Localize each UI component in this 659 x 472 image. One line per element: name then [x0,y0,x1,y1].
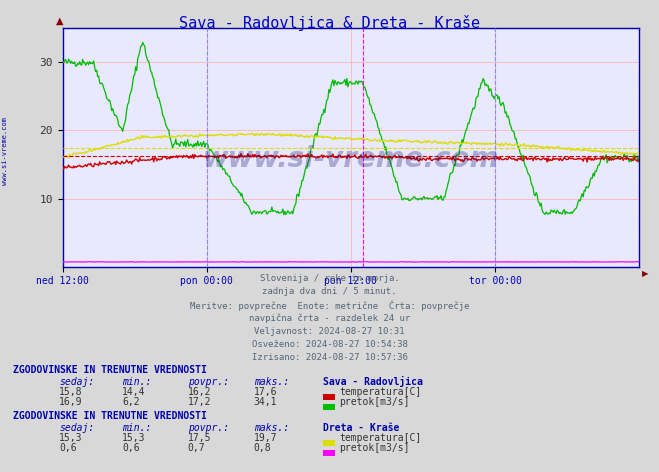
Text: 17,5: 17,5 [188,433,212,443]
Text: Osveženo: 2024-08-27 10:54:38: Osveženo: 2024-08-27 10:54:38 [252,340,407,349]
Text: ZGODOVINSKE IN TRENUTNE VREDNOSTI: ZGODOVINSKE IN TRENUTNE VREDNOSTI [13,365,207,375]
Text: 0,6: 0,6 [59,443,77,453]
Text: 17,2: 17,2 [188,397,212,407]
Text: 19,7: 19,7 [254,433,277,443]
Text: pretok[m3/s]: pretok[m3/s] [339,397,410,407]
Text: 15,3: 15,3 [122,433,146,443]
Text: Sava - Radovljica: Sava - Radovljica [323,376,423,387]
Text: temperatura[C]: temperatura[C] [339,433,422,443]
Text: 0,8: 0,8 [254,443,272,453]
Text: ▶: ▶ [642,270,648,278]
Text: Meritve: povprečne  Enote: metrične  Črta: povprečje: Meritve: povprečne Enote: metrične Črta:… [190,300,469,311]
Text: 6,2: 6,2 [122,397,140,407]
Text: Dreta - Kraše: Dreta - Kraše [323,423,399,433]
Text: 0,7: 0,7 [188,443,206,453]
Text: zadnja dva dni / 5 minut.: zadnja dva dni / 5 minut. [262,287,397,296]
Text: povpr.:: povpr.: [188,423,229,433]
Text: pretok[m3/s]: pretok[m3/s] [339,443,410,453]
Text: ▲: ▲ [56,16,63,25]
Text: Izrisano: 2024-08-27 10:57:36: Izrisano: 2024-08-27 10:57:36 [252,353,407,362]
Text: maks.:: maks.: [254,423,289,433]
Text: 34,1: 34,1 [254,397,277,407]
Text: min.:: min.: [122,377,152,387]
Text: min.:: min.: [122,423,152,433]
Text: 17,6: 17,6 [254,387,277,397]
Text: Sava - Radovljica & Dreta - Kraše: Sava - Radovljica & Dreta - Kraše [179,15,480,31]
Text: 14,4: 14,4 [122,387,146,397]
Text: Veljavnost: 2024-08-27 10:31: Veljavnost: 2024-08-27 10:31 [254,327,405,336]
Text: 15,3: 15,3 [59,433,83,443]
Text: www.si-vreme.com: www.si-vreme.com [2,117,9,185]
Text: temperatura[C]: temperatura[C] [339,387,422,397]
Text: ZGODOVINSKE IN TRENUTNE VREDNOSTI: ZGODOVINSKE IN TRENUTNE VREDNOSTI [13,411,207,421]
Text: navpična črta - razdelek 24 ur: navpična črta - razdelek 24 ur [249,313,410,323]
Text: maks.:: maks.: [254,377,289,387]
Text: sedaj:: sedaj: [59,377,94,387]
Text: Slovenija / reke in morja.: Slovenija / reke in morja. [260,274,399,283]
Text: www.si-vreme.com: www.si-vreme.com [203,145,499,173]
Text: 16,2: 16,2 [188,387,212,397]
Text: 16,9: 16,9 [59,397,83,407]
Text: povpr.:: povpr.: [188,377,229,387]
Text: 15,8: 15,8 [59,387,83,397]
Text: sedaj:: sedaj: [59,423,94,433]
Text: 0,6: 0,6 [122,443,140,453]
